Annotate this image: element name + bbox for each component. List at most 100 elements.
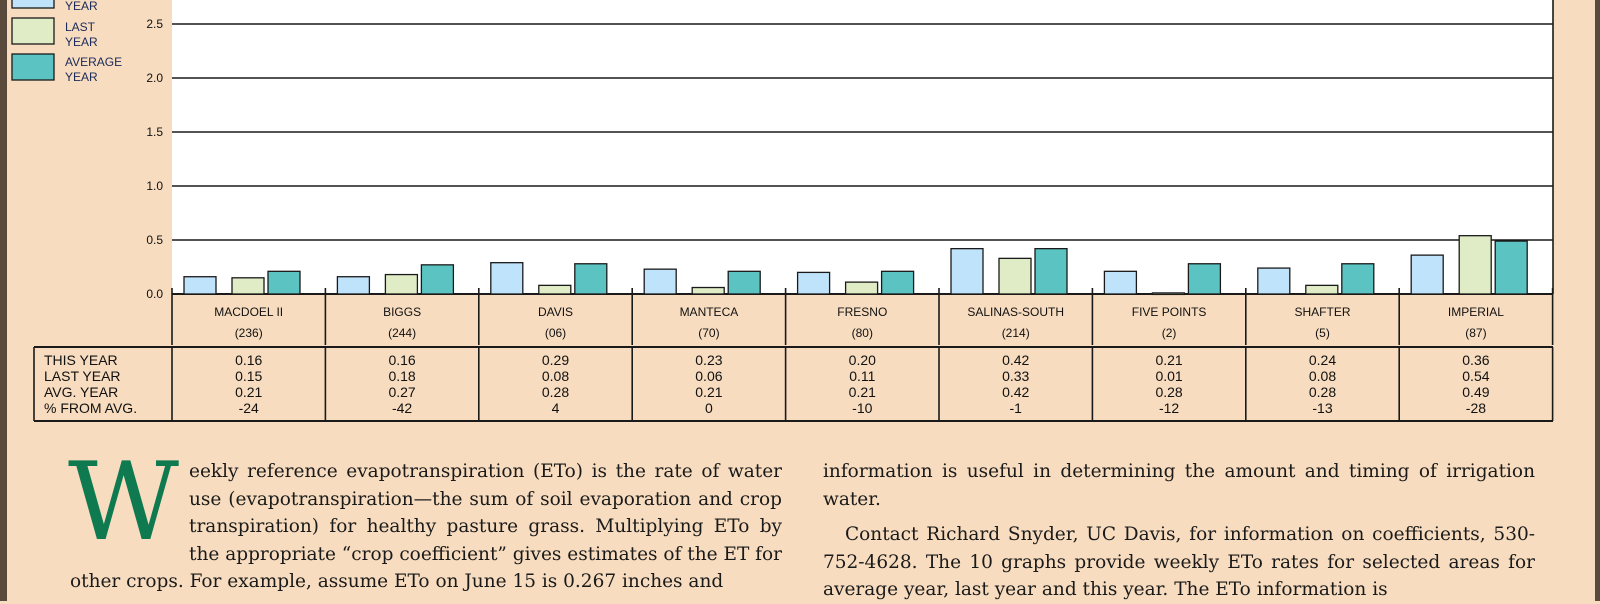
table-cell: 4	[552, 400, 560, 416]
bar-avg-year	[1494, 240, 1528, 295]
legend-swatch	[11, 53, 55, 81]
page-border-left	[0, 0, 7, 601]
bar-this-year	[950, 247, 984, 295]
y-tick-label: 2.0	[146, 71, 163, 85]
table-cell: 0.33	[1002, 368, 1029, 384]
bar-last-year	[384, 273, 419, 295]
bar-last-year	[1305, 284, 1339, 295]
article-paragraph: information is useful in determining the…	[823, 461, 1535, 510]
table-cell: 0.08	[1309, 368, 1336, 384]
table-cell: 0.42	[1002, 384, 1029, 400]
legend-label: YEAR	[65, 70, 98, 84]
table-cell: 0.23	[695, 352, 722, 368]
bar-this-year	[336, 276, 371, 295]
table-cell: 0.15	[235, 368, 262, 384]
category-code: (06)	[545, 326, 566, 340]
table-cell: -12	[1159, 400, 1179, 416]
bar-last-year	[691, 286, 725, 295]
y-tick-label: 1.5	[146, 125, 163, 139]
bar-this-year	[1257, 267, 1291, 295]
legend-label: LAST	[65, 20, 96, 34]
table-cell: 0.16	[388, 352, 415, 368]
bar-last-year	[998, 257, 1032, 295]
table-cell: 0.11	[849, 368, 875, 384]
table-cell: -28	[1466, 400, 1486, 416]
table-cell: 0.27	[388, 384, 415, 400]
table-cell: 0.54	[1462, 368, 1489, 384]
bar-this-year	[1410, 254, 1444, 295]
bar-avg-year	[727, 270, 761, 295]
legend-label: YEAR	[65, 0, 98, 13]
y-tick-label: 0.0	[146, 287, 163, 301]
bar-this-year	[1103, 270, 1138, 295]
table-cell: 0.28	[1155, 384, 1182, 400]
table-cell: -1	[1009, 400, 1022, 416]
page-border-right	[1595, 0, 1600, 601]
table-cell: -10	[852, 400, 872, 416]
bar-last-year	[231, 277, 265, 295]
table-row-label: THIS YEAR	[44, 352, 118, 368]
legend-label: AVERAGE	[65, 55, 122, 69]
category-label: MACDOEL II	[214, 305, 283, 319]
bar-avg-year	[420, 264, 455, 295]
table-cell: 0.01	[1155, 368, 1182, 384]
eto-bar-chart: 0.00.51.01.52.02.5 YEARLASTYEARAVERAGEYE…	[11, 0, 1554, 422]
plot-area	[172, 0, 1553, 294]
table-cell: 0.20	[849, 352, 876, 368]
bar-this-year	[643, 268, 677, 295]
category-label: SHAFTER	[1294, 305, 1350, 319]
bar-avg-year	[880, 270, 915, 295]
category-code: (2)	[1162, 326, 1177, 340]
category-code: (80)	[852, 326, 873, 340]
category-label: DAVIS	[538, 305, 573, 319]
y-tick-label: 0.5	[146, 233, 163, 247]
bar-avg-year	[267, 270, 301, 295]
table-cell: -42	[392, 400, 412, 416]
bar-last-year	[1151, 292, 1186, 296]
table-cell: 0.21	[849, 384, 876, 400]
category-code: (244)	[388, 326, 416, 340]
table-cell: 0	[705, 400, 713, 416]
category-label: SALINAS-SOUTH	[967, 305, 1064, 319]
category-code: (70)	[698, 326, 719, 340]
bar-avg-year	[1341, 263, 1375, 295]
table-cell: 0.21	[1155, 352, 1182, 368]
bar-avg-year	[1187, 263, 1222, 295]
bar-last-year	[1458, 235, 1492, 295]
article-paragraph: eekly reference evapotranspiration (ETo)…	[70, 461, 782, 592]
drop-cap: W	[68, 440, 180, 565]
table-cell: 0.21	[695, 384, 722, 400]
table-row-label: AVG. YEAR	[44, 384, 118, 400]
table-cell: 0.21	[235, 384, 262, 400]
article-paragraph: Contact Richard Snyder, UC Davis, for in…	[823, 524, 1535, 600]
table-cell: 0.36	[1462, 352, 1489, 368]
legend-label: YEAR	[65, 35, 98, 49]
table-cell: 0.24	[1309, 352, 1336, 368]
table-cell: 0.42	[1002, 352, 1029, 368]
table-cell: 0.29	[542, 352, 569, 368]
table-cell: 0.28	[542, 384, 569, 400]
category-label: IMPERIAL	[1448, 305, 1504, 319]
category-code: (236)	[235, 326, 263, 340]
legend-swatch	[11, 17, 55, 45]
y-tick-label: 1.0	[146, 179, 163, 193]
category-label: BIGGS	[383, 305, 421, 319]
bar-avg-year	[574, 263, 608, 295]
table-cell: 0.06	[695, 368, 722, 384]
category-label: FRESNO	[837, 305, 887, 319]
category-code: (5)	[1315, 326, 1330, 340]
table-cell: 0.08	[542, 368, 569, 384]
table-cell: 0.18	[388, 368, 415, 384]
category-code: (87)	[1465, 326, 1486, 340]
bar-last-year	[538, 284, 572, 295]
article-column-left: W eekly reference evapotranspiration (ET…	[68, 440, 782, 596]
category-code: (214)	[1002, 326, 1030, 340]
table-cell: -13	[1312, 400, 1332, 416]
bar-this-year	[490, 262, 524, 295]
table-row-label: % FROM AVG.	[44, 400, 137, 416]
category-label: FIVE POINTS	[1132, 305, 1207, 319]
table-cell: 0.28	[1309, 384, 1336, 400]
table-cell: 0.16	[235, 352, 262, 368]
bar-avg-year	[1034, 247, 1068, 295]
legend-swatch	[11, 0, 55, 9]
